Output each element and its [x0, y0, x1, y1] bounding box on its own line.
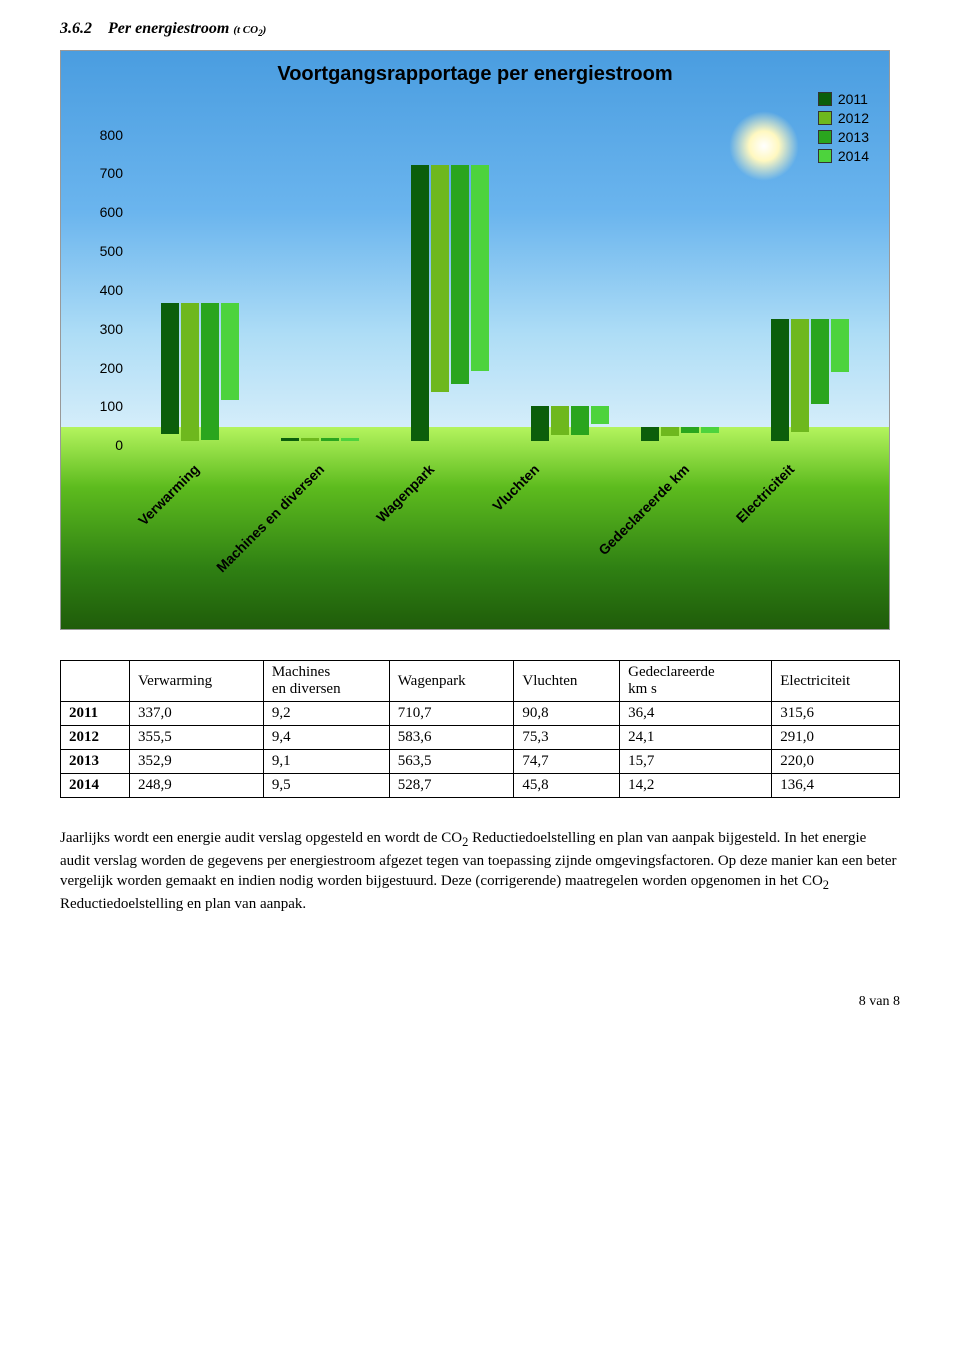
bar [771, 319, 789, 442]
heading-suffix: (t CO2) [233, 24, 266, 36]
body-paragraph: Jaarlijks wordt een energie audit versla… [60, 828, 900, 914]
bar [411, 165, 429, 441]
bar [681, 427, 699, 433]
table-header-cell: Gedeclareerdekm s [620, 661, 772, 702]
bar [161, 303, 179, 434]
bar [221, 303, 239, 400]
table-cell: 90,8 [514, 702, 620, 726]
table-cell: 563,5 [389, 750, 514, 774]
table-cell: 136,4 [772, 774, 900, 798]
bar-group [161, 303, 239, 441]
table-cell: 75,3 [514, 726, 620, 750]
table-cell: 2014 [61, 774, 130, 798]
table-cell: 315,6 [772, 702, 900, 726]
plot-area [131, 111, 851, 441]
table-cell: 2011 [61, 702, 130, 726]
bar [701, 427, 719, 433]
y-tick-label: 300 [73, 321, 123, 329]
table-cell: 355,5 [130, 726, 264, 750]
bar [301, 438, 319, 442]
chart-grass-bg [61, 427, 889, 629]
table-header-cell: Machinesen diversen [263, 661, 389, 702]
page-footer: 8 van 8 [60, 994, 900, 1010]
heading-title: Per energiestroom [108, 20, 229, 37]
bar [791, 319, 809, 432]
heading-number: 3.6.2 [60, 20, 92, 37]
bar [471, 165, 489, 370]
table-cell: 24,1 [620, 726, 772, 750]
table-head: VerwarmingMachinesen diversenWagenparkVl… [61, 661, 900, 702]
bar [591, 406, 609, 424]
table-row: 2014248,99,5528,745,814,2136,4 [61, 774, 900, 798]
table-header-cell [61, 661, 130, 702]
table-row: 2013352,99,1563,574,715,7220,0 [61, 750, 900, 774]
bar [641, 427, 659, 441]
y-tick-label: 500 [73, 243, 123, 251]
table-row: 2012355,59,4583,675,324,1291,0 [61, 726, 900, 750]
table-cell: 74,7 [514, 750, 620, 774]
y-tick-label: 400 [73, 282, 123, 290]
bar-group [771, 319, 849, 442]
table-cell: 2012 [61, 726, 130, 750]
bar [831, 319, 849, 372]
bar [451, 165, 469, 384]
table-cell: 9,5 [263, 774, 389, 798]
y-axis: 0100200300400500600700800 [61, 111, 131, 441]
table-header-cell: Wagenpark [389, 661, 514, 702]
bar-group [411, 165, 489, 441]
y-tick-label: 200 [73, 360, 123, 368]
section-heading: 3.6.2 Per energiestroom (t CO2) [60, 20, 900, 38]
bar-group [531, 406, 609, 441]
bar [341, 438, 359, 442]
y-tick-label: 700 [73, 165, 123, 173]
bar [281, 438, 299, 442]
bar [201, 303, 219, 440]
table-cell: 710,7 [389, 702, 514, 726]
y-tick-label: 0 [73, 437, 123, 445]
legend-item: 2011 [818, 91, 869, 107]
table-cell: 15,7 [620, 750, 772, 774]
bar [431, 165, 449, 392]
bar [551, 406, 569, 435]
bar [811, 319, 829, 404]
table-cell: 220,0 [772, 750, 900, 774]
y-tick-label: 600 [73, 204, 123, 212]
table-cell: 14,2 [620, 774, 772, 798]
table-cell: 45,8 [514, 774, 620, 798]
table-cell: 248,9 [130, 774, 264, 798]
table-header-cell: Electriciteit [772, 661, 900, 702]
table-header-row: VerwarmingMachinesen diversenWagenparkVl… [61, 661, 900, 702]
y-tick-label: 100 [73, 398, 123, 406]
data-table: VerwarmingMachinesen diversenWagenparkVl… [60, 660, 900, 798]
table-cell: 528,7 [389, 774, 514, 798]
table-cell: 337,0 [130, 702, 264, 726]
table-cell: 2013 [61, 750, 130, 774]
bar [661, 427, 679, 436]
chart-title: Voortgangsrapportage per energiestroom [61, 63, 889, 86]
table-row: 2011337,09,2710,790,836,4315,6 [61, 702, 900, 726]
table-header-cell: Vluchten [514, 661, 620, 702]
table-cell: 9,1 [263, 750, 389, 774]
bar [181, 303, 199, 441]
bar [531, 406, 549, 441]
bar-group [281, 438, 359, 442]
table-header-cell: Verwarming [130, 661, 264, 702]
table-cell: 36,4 [620, 702, 772, 726]
energy-chart: Voortgangsrapportage per energiestroom 2… [60, 50, 890, 630]
y-tick-label: 800 [73, 127, 123, 135]
table-cell: 9,2 [263, 702, 389, 726]
bar-group [641, 427, 719, 441]
legend-label: 2011 [838, 91, 868, 107]
bar [571, 406, 589, 435]
table-cell: 352,9 [130, 750, 264, 774]
table-cell: 9,4 [263, 726, 389, 750]
table-cell: 583,6 [389, 726, 514, 750]
bar [321, 438, 339, 442]
table-cell: 291,0 [772, 726, 900, 750]
legend-swatch [818, 92, 832, 106]
table-body: 2011337,09,2710,790,836,4315,62012355,59… [61, 702, 900, 798]
